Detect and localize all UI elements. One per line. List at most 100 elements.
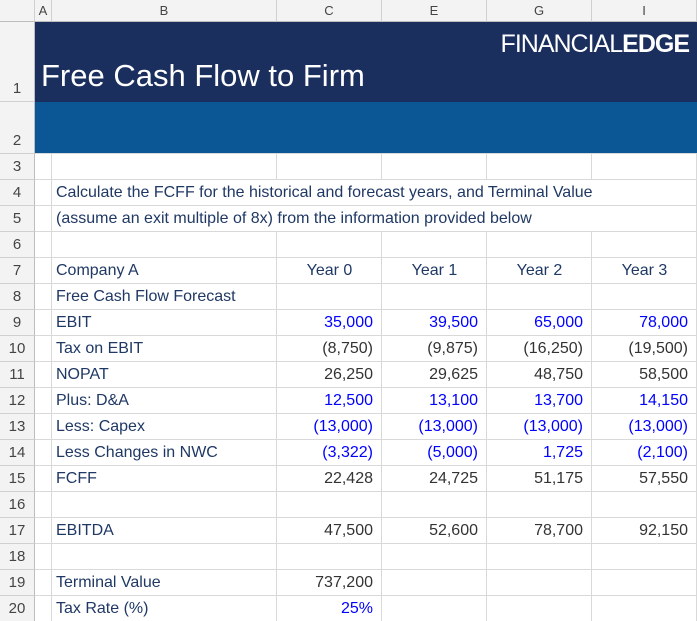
value-cell: (9,875) <box>427 339 478 357</box>
grid-line <box>35 231 697 232</box>
value-cell: (13,000) <box>418 417 478 435</box>
value-cell: (13,000) <box>628 417 688 435</box>
grid-line <box>35 153 697 154</box>
value-cell: 14,150 <box>639 391 688 409</box>
row-header: 17 <box>0 518 35 544</box>
row-header: 18 <box>0 544 35 570</box>
row-label: Less: Capex <box>56 417 145 435</box>
row-label: Terminal Value <box>56 573 161 591</box>
value-cell: (2,100) <box>637 443 688 461</box>
column-header: B <box>52 0 277 22</box>
value-cell: 78,700 <box>534 521 583 539</box>
grid-line <box>276 154 277 621</box>
row-header: 7 <box>0 258 35 284</box>
logo-light: FINANCIAL <box>500 30 624 58</box>
grid-line <box>35 387 697 388</box>
value-cell: 78,000 <box>639 313 688 331</box>
value-cell: 1,725 <box>542 443 583 461</box>
grid-line <box>35 491 697 492</box>
row-header: 15 <box>0 466 35 492</box>
value-cell: 13,700 <box>534 391 583 409</box>
row-header: 20 <box>0 596 35 621</box>
value-cell: 92,150 <box>639 521 688 539</box>
row-header: 8 <box>0 284 35 310</box>
year-header: Year 2 <box>516 261 563 279</box>
row-header: 10 <box>0 336 35 362</box>
grid-line <box>35 361 697 362</box>
value-cell: (3,322) <box>322 443 373 461</box>
title: Free Cash Flow to Firm <box>41 58 365 93</box>
instruction: (assume an exit multiple of 8x) from the… <box>52 206 696 231</box>
value-cell: 24,725 <box>429 469 478 487</box>
row-label: Plus: D&A <box>56 391 129 409</box>
row-header: 9 <box>0 310 35 336</box>
row-header: 16 <box>0 492 35 518</box>
grid-line <box>35 205 697 206</box>
column-header: G <box>487 0 592 22</box>
grid-line <box>51 154 52 621</box>
row-label: Tax Rate (%) <box>56 599 149 617</box>
grid-line <box>35 413 697 414</box>
grid-line <box>591 154 592 621</box>
column-header: A <box>35 0 52 22</box>
value-cell: 58,500 <box>639 365 688 383</box>
value-cell: (13,000) <box>313 417 373 435</box>
instruction: Calculate the FCFF for the historical an… <box>52 180 696 205</box>
row-header: 3 <box>0 154 35 180</box>
value-cell: 29,625 <box>429 365 478 383</box>
row-label: FCFF <box>56 469 97 487</box>
grid-line <box>486 154 487 621</box>
corner <box>0 0 35 22</box>
column-header: E <box>382 0 487 22</box>
value-cell: 25% <box>340 599 373 617</box>
value-cell: 35,000 <box>324 313 373 331</box>
value-cell: 65,000 <box>534 313 583 331</box>
grid-line <box>381 154 382 621</box>
title-band <box>35 22 697 102</box>
row-label: EBITDA <box>56 521 114 539</box>
grid-line <box>35 543 697 544</box>
row-header: 14 <box>0 440 35 466</box>
grid-line <box>35 283 697 284</box>
grid-line <box>35 465 697 466</box>
value-cell: (5,000) <box>427 443 478 461</box>
subtitle-band <box>35 102 697 154</box>
grid-line <box>35 335 697 336</box>
value-cell: 26,250 <box>324 365 373 383</box>
value-cell: (19,500) <box>628 339 688 357</box>
value-cell: 12,500 <box>324 391 373 409</box>
column-header: C <box>277 0 382 22</box>
column-header: I <box>592 0 697 22</box>
row-label: Company A <box>56 261 139 279</box>
row-header: 11 <box>0 362 35 388</box>
row-label: EBIT <box>56 313 92 331</box>
row-header: 2 <box>0 102 35 154</box>
value-cell: 39,500 <box>429 313 478 331</box>
year-header: Year 0 <box>306 261 353 279</box>
value-cell: (16,250) <box>523 339 583 357</box>
row-label: Free Cash Flow Forecast <box>56 287 236 305</box>
grid-line <box>35 309 697 310</box>
value-cell: 48,750 <box>534 365 583 383</box>
row-header: 19 <box>0 570 35 596</box>
row-label: Less Changes in NWC <box>56 443 218 461</box>
value-cell: (8,750) <box>322 339 373 357</box>
logo: FINANCIALEDGE <box>500 30 690 59</box>
row-header: 13 <box>0 414 35 440</box>
row-label: Tax on EBIT <box>56 339 144 357</box>
grid-line <box>35 569 697 570</box>
row-header: 12 <box>0 388 35 414</box>
row-header: 1 <box>0 22 35 102</box>
value-cell: 47,500 <box>324 521 373 539</box>
row-label: NOPAT <box>56 365 109 383</box>
value-cell: (13,000) <box>523 417 583 435</box>
value-cell: 22,428 <box>324 469 373 487</box>
value-cell: 52,600 <box>429 521 478 539</box>
grid-line <box>35 257 697 258</box>
value-cell: 13,100 <box>429 391 478 409</box>
value-cell: 737,200 <box>315 573 373 591</box>
logo-bold: EDGE <box>622 30 690 58</box>
year-header: Year 1 <box>411 261 458 279</box>
row-header: 5 <box>0 206 35 232</box>
